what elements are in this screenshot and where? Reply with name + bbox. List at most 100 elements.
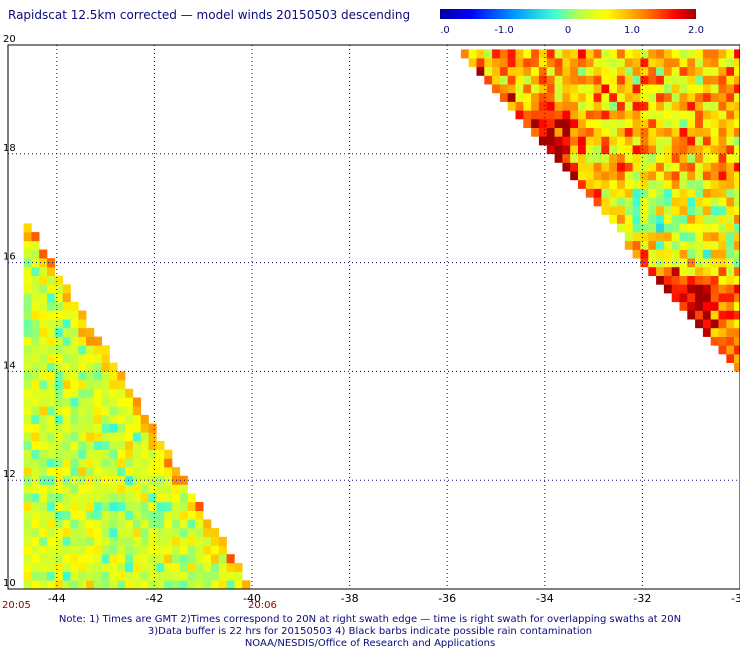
data-cell [546,101,555,111]
data-cell [601,92,610,102]
data-cell [718,240,727,250]
data-cell [70,475,79,485]
data-cell [640,49,649,59]
data-cell [31,284,40,294]
data-cell [710,92,719,102]
data-cell [617,223,626,233]
x-tick-label: -44 [48,592,66,605]
data-cell [179,562,188,572]
data-cell [679,101,688,111]
data-cell [687,92,696,102]
data-cell [593,127,602,137]
data-cell [702,145,711,155]
data-cell [93,502,102,511]
data-cell [585,92,594,102]
data-cell [54,423,63,433]
data-cell [47,406,56,416]
data-cell [679,197,688,207]
data-cell [93,467,102,477]
data-cell [31,493,40,503]
data-cell [31,388,40,398]
data-cell [172,467,181,477]
data-cell [632,136,641,146]
data-cell [687,110,696,120]
data-cell [570,119,579,128]
data-cell [640,145,649,155]
data-cell [726,206,735,215]
data-cell [117,371,126,381]
data-cell [515,58,524,68]
data-cell [164,502,173,511]
data-cell [62,519,71,529]
data-cell [554,153,563,163]
data-cell [54,371,63,381]
data-cell [663,110,672,120]
data-cell [593,197,602,207]
data-cell [648,214,657,224]
data-cell [54,458,63,468]
data-cell [601,66,610,76]
data-cell [695,92,704,102]
data-cell [203,519,212,529]
data-cell [47,528,56,538]
data-cell [632,249,641,259]
data-cell [195,519,204,529]
data-cell [648,101,657,111]
data-cell [710,197,719,207]
data-cell [695,240,704,250]
data-cell [562,58,571,68]
data-cell [617,188,626,198]
data-cell [648,197,657,207]
data-cell [687,223,696,233]
data-cell [640,66,649,76]
data-cell [702,206,711,215]
data-cell [78,519,87,529]
data-cell [140,493,149,503]
data-cell [640,162,649,172]
data-cell [726,49,735,59]
data-cell [726,301,735,311]
data-cell [687,136,696,146]
data-cell [54,519,63,529]
data-cell [54,345,63,355]
data-cell [179,519,188,529]
data-cell [70,467,79,477]
data-cell [31,441,40,450]
data-cell [39,554,48,564]
data-cell [523,66,532,76]
data-cell [31,258,40,268]
data-cell [624,171,633,181]
data-cell [156,441,165,450]
data-cell [47,493,56,503]
x-tick-label: -40 [243,592,261,605]
data-cell [54,310,63,320]
data-cell [687,249,696,259]
data-cell [718,84,727,94]
data-cell [31,327,40,337]
data-cell [695,301,704,311]
data-cell [39,458,48,468]
data-cell [23,240,32,250]
data-cell [218,562,227,572]
data-cell [671,66,680,76]
data-cell [70,397,79,407]
data-cell [687,58,696,68]
data-cell [23,388,32,398]
data-cell [609,92,618,102]
data-cell [679,66,688,76]
data-cell [140,510,149,520]
data-cell [125,449,134,459]
data-cell [718,179,727,189]
data-cell [624,188,633,198]
data-cell [663,136,672,146]
data-cell [710,101,719,111]
data-cell [70,562,79,572]
data-cell [609,75,618,85]
data-cell [695,284,704,294]
data-cell [632,214,641,224]
data-cell [78,327,87,337]
data-cell [656,179,665,189]
data-cell [687,153,696,163]
data-cell [54,414,63,424]
data-cell [140,484,149,494]
